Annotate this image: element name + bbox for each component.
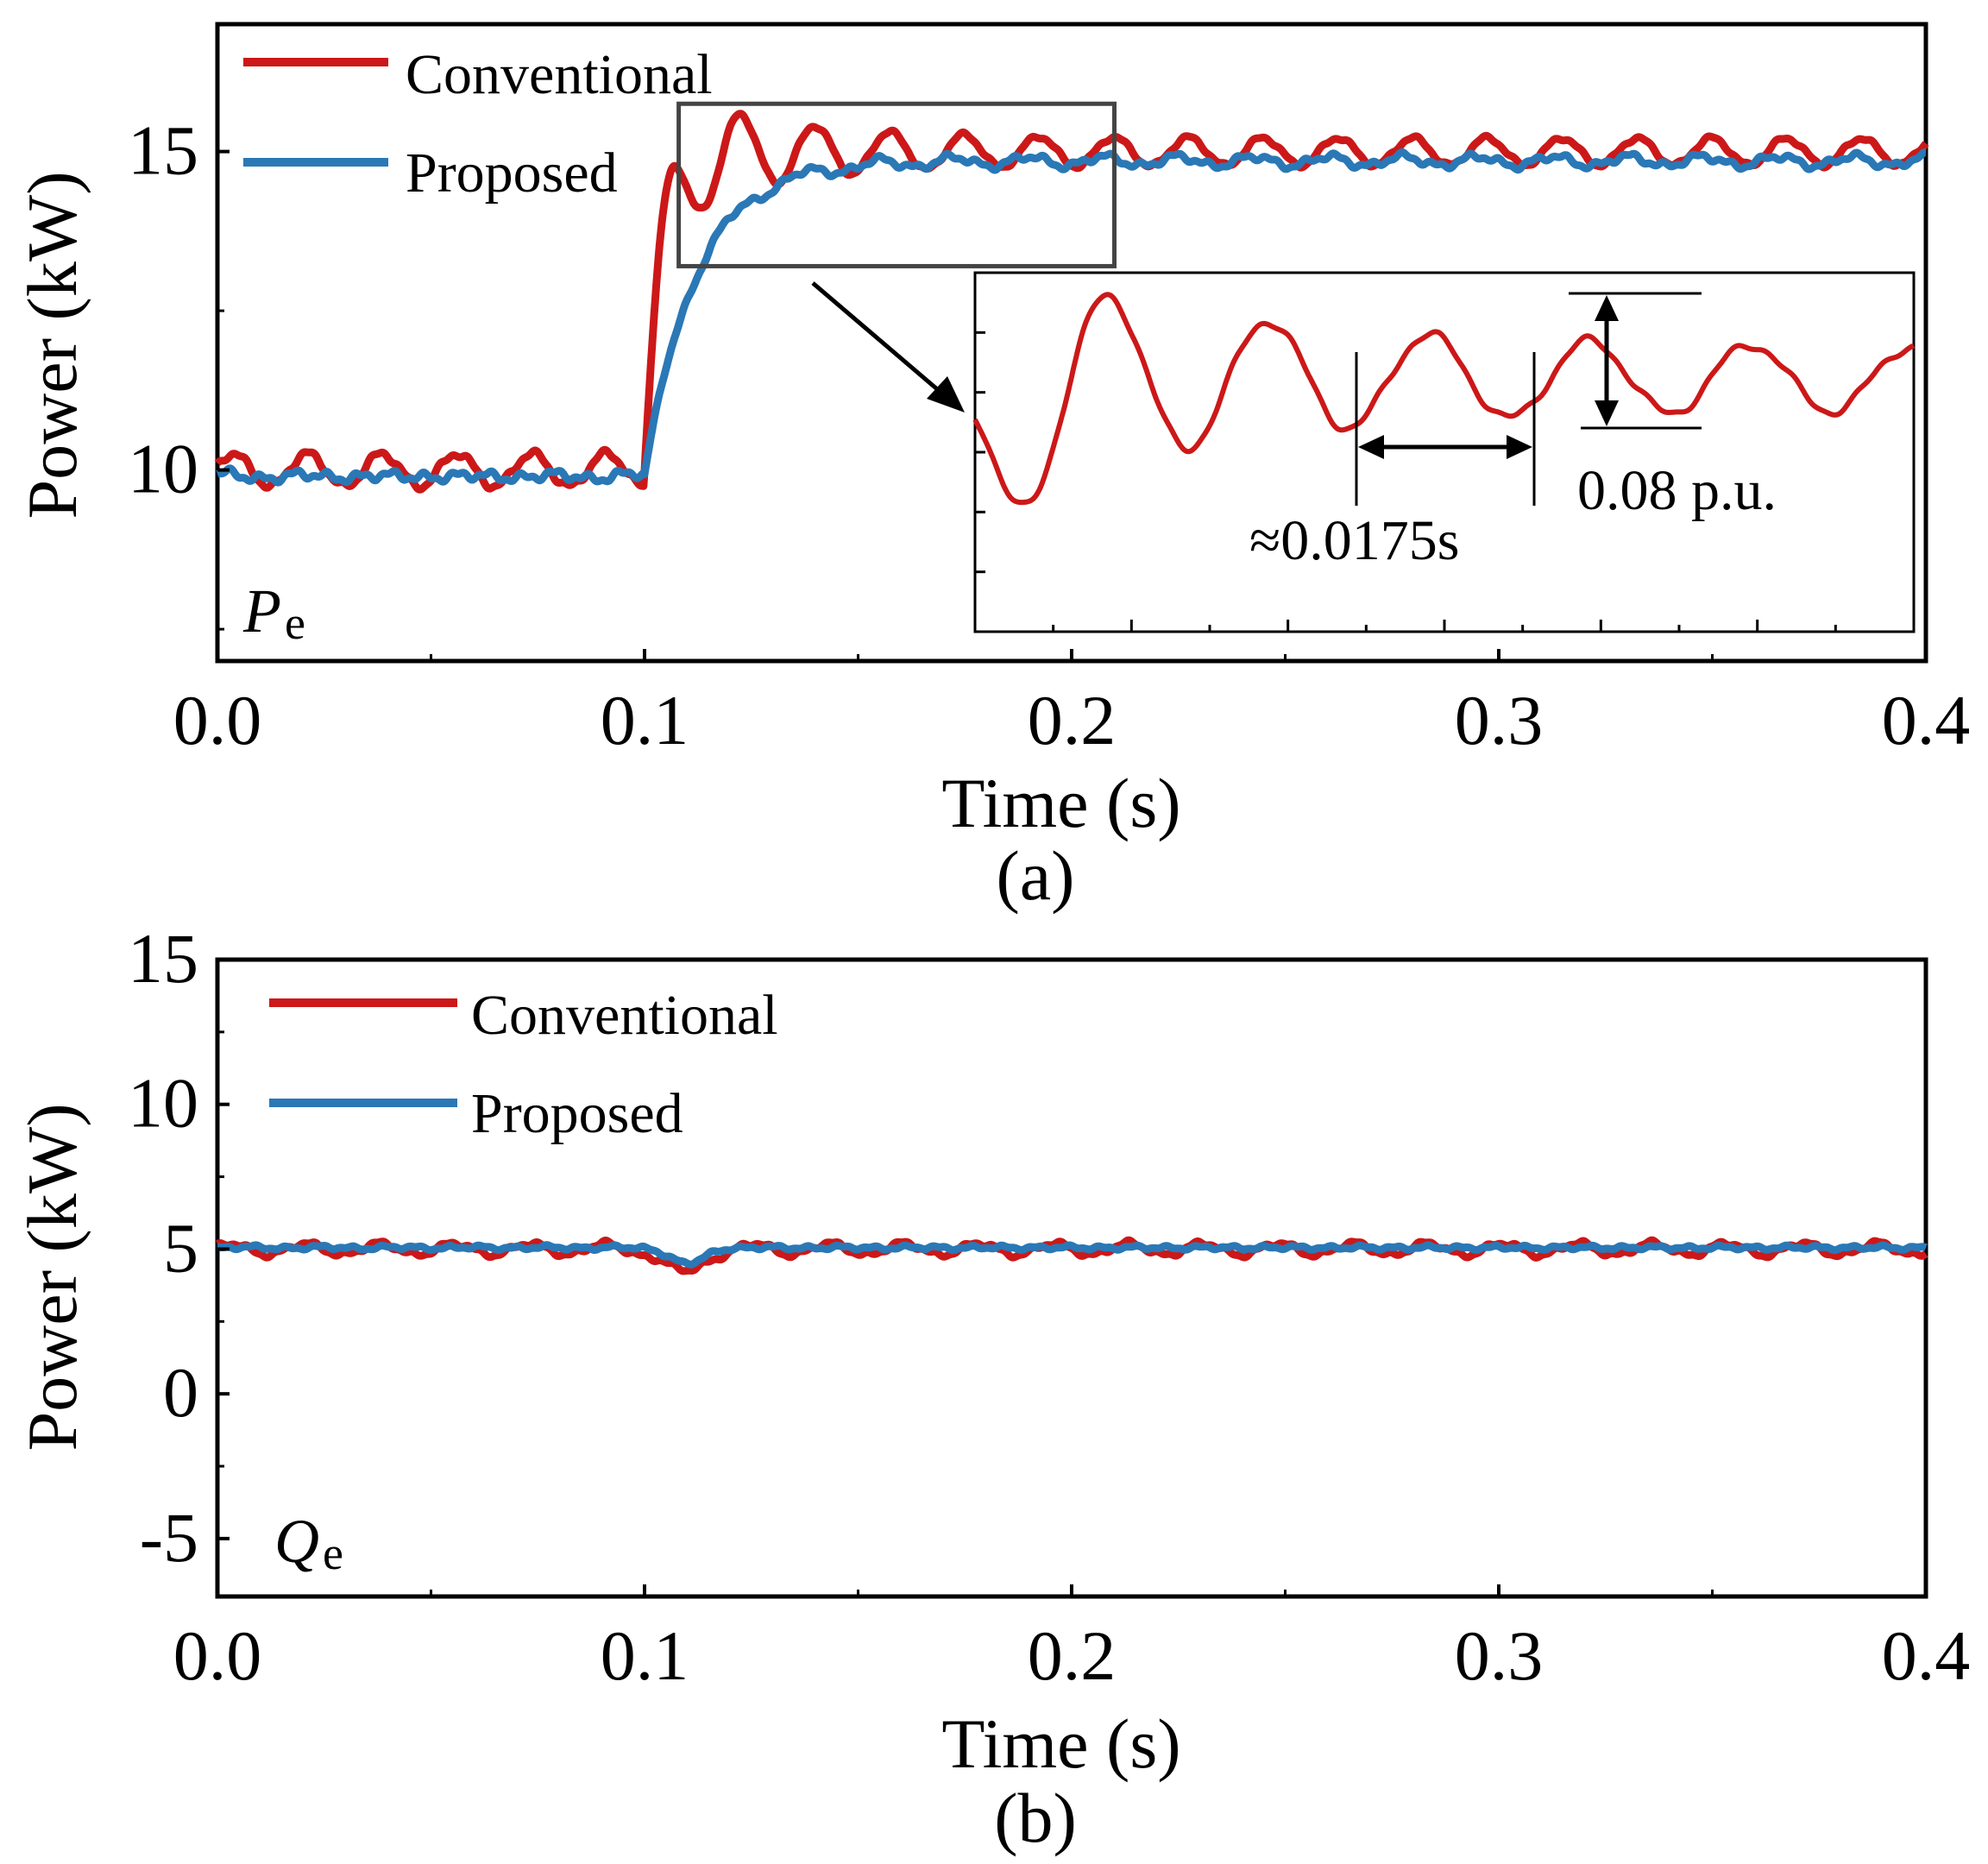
panel-b-y-tick-label: 10	[128, 1064, 198, 1143]
panel-a-legend-proposed-label: Proposed	[406, 142, 618, 205]
panel-b-x-tick-label: 0.0	[173, 1616, 262, 1695]
amplitude-arrow-bottom-head	[1595, 400, 1619, 426]
panel-b-proposed-line	[214, 1241, 1929, 1269]
panel-b-y-tick-label: 15	[128, 919, 198, 998]
inset-conventional-line	[972, 292, 1916, 506]
panel-a-x-tick-label: 0.2	[1028, 681, 1117, 759]
zoom-arrow-head	[927, 376, 965, 412]
panel-b-legend-proposed-label: Proposed	[471, 1082, 683, 1145]
panel-a-x-tick-label: 0.4	[1882, 681, 1971, 759]
amplitude-annotation: 0.08 p.u.	[1577, 459, 1777, 522]
panel-b-chart: 0.0 0.1 0.2 0.3 0.4 15 10 5 0 -5 Conventional Pro…	[13, 919, 1970, 1857]
panel-b-corner-label: Qe	[274, 1507, 343, 1579]
inset-ticks	[975, 331, 1837, 632]
panel-a-legend-conventional-label: Conventional	[406, 43, 713, 106]
panel-a-y-axis-label: Power (kW)	[13, 171, 91, 519]
panel-a-x-axis-label: Time (s)	[941, 764, 1180, 842]
panel-b-x-tick-label: 0.2	[1028, 1616, 1117, 1695]
panel-b-x-tick-label: 0.3	[1455, 1616, 1544, 1695]
inset-frame	[973, 271, 1916, 633]
panel-b-x-axis-label: Time (s)	[941, 1704, 1180, 1783]
panel-a-x-tick-label: 0.0	[173, 681, 262, 759]
panel-a-proposed-line	[214, 148, 1929, 487]
panel-a-legend: Conventional Proposed	[243, 43, 713, 205]
panel-a-y-tick-label: 15	[128, 111, 198, 190]
panel-a-x-tick-label: 0.1	[601, 681, 689, 759]
amplitude-arrow-top-head	[1595, 295, 1619, 321]
panel-a-y-tick-label: 10	[128, 430, 198, 508]
panel-b-legend-conventional-label: Conventional	[471, 984, 778, 1047]
panel-b-y-tick-label: 0	[163, 1353, 198, 1432]
panel-b-plot-frame	[215, 957, 1928, 1599]
panel-b-y-tick-label: 5	[163, 1208, 198, 1287]
panel-b-y-tick-label: -5	[140, 1498, 198, 1577]
panel-a-chart: 0.0 0.1 0.2 0.3 0.4 10 15 Conventional Propose…	[13, 22, 1970, 915]
period-arrow-right-head	[1507, 435, 1532, 459]
zoom-arrow-line	[811, 281, 944, 395]
period-arrow-left-head	[1358, 435, 1384, 459]
panel-a-inset: ≈0.0175s 0.08 p.u.	[972, 271, 1916, 633]
panel-b-x-tick-label: 0.1	[601, 1616, 689, 1695]
panel-a-axis-ticks: 0.0 0.1 0.2 0.3 0.4 10 15	[128, 111, 1970, 759]
panel-b-x-tick-label: 0.4	[1882, 1616, 1971, 1695]
panel-b-caption: (b)	[994, 1779, 1077, 1857]
panel-a-x-tick-label: 0.3	[1455, 681, 1544, 759]
panel-a-caption: (a)	[996, 836, 1074, 915]
panel-a-zoom-box	[676, 101, 1117, 268]
panel-a-corner-label: Pe	[242, 576, 305, 649]
period-annotation: ≈0.0175s	[1249, 509, 1459, 572]
panel-b-axis-ticks: 0.0 0.1 0.2 0.3 0.4 15 10 5 0 -5	[128, 919, 1970, 1695]
panel-b-legend: Conventional Proposed	[269, 984, 778, 1145]
panel-b-y-axis-label: Power (kW)	[13, 1103, 91, 1451]
